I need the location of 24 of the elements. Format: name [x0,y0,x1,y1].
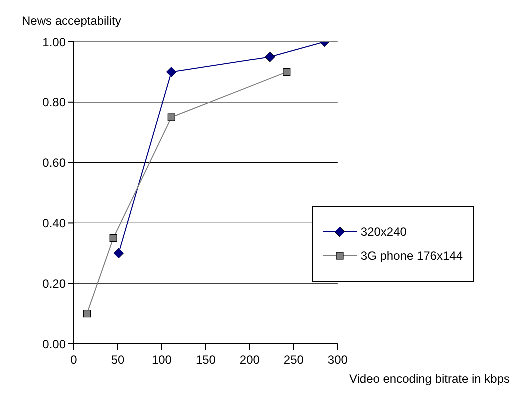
legend-label: 3G phone 176x144 [360,249,463,263]
x-tick-label: 250 [284,353,304,367]
point [283,68,291,76]
x-tick-label: 200 [240,353,260,367]
legend-label: 320x240 [360,225,407,239]
point [264,52,276,62]
y-tick-label: 0.20 [42,276,66,291]
point [110,234,118,242]
y-tick-label: 0.00 [42,337,66,352]
point [168,114,176,122]
x-axis-title: Video encoding bitrate in kbps [349,372,510,386]
point [166,66,177,78]
y-tick-label: 0.80 [42,96,66,110]
x-tick-label: 300 [328,353,348,367]
x-tick-label: 100 [152,353,172,367]
x-tick-label: 50 [111,353,125,367]
x-tick-label: 0 [70,353,78,367]
point [114,248,124,259]
y-tick-label: 1.00 [42,35,66,50]
y-tick-label: 0.60 [42,156,66,170]
x-tick-label: 150 [196,353,216,367]
y-axis-title: News acceptability [22,14,122,28]
y-tick-label: 0.40 [42,216,66,230]
point [83,310,91,318]
